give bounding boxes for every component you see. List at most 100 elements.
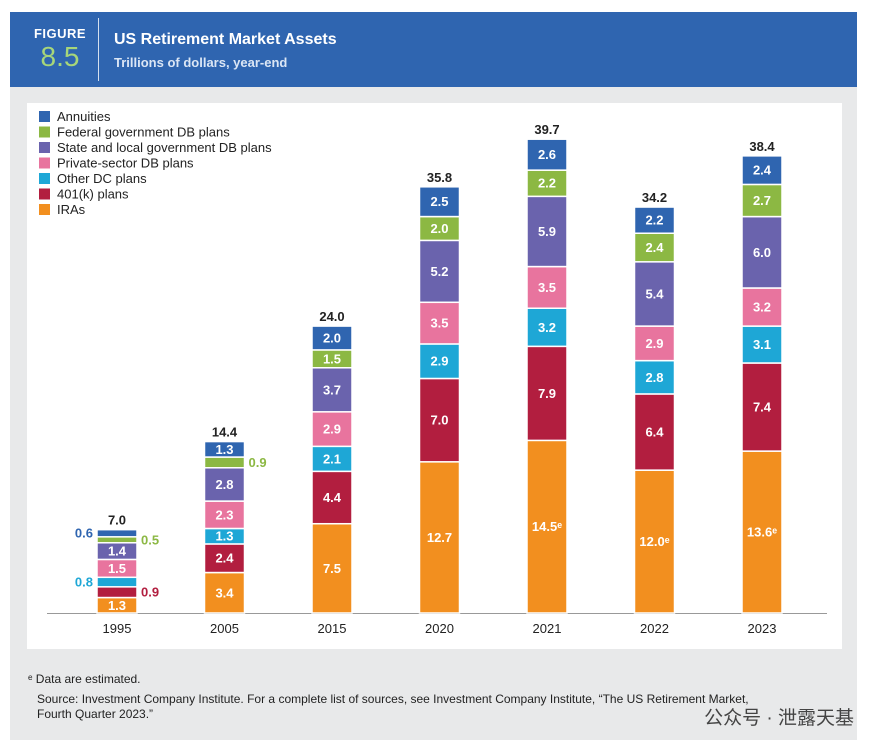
legend-swatch-private-sector-db-plans <box>39 157 50 169</box>
x-tick-label: 1995 <box>103 621 132 636</box>
data-label: 1.5 <box>323 351 341 366</box>
legend-swatch-federal-government-db-plans <box>39 126 50 138</box>
data-label: 13.6ᵉ <box>747 525 777 540</box>
data-label: 3.5 <box>430 316 448 331</box>
data-label: 2.0 <box>430 221 448 236</box>
legend-label-iras: IRAs <box>57 202 86 217</box>
total-label: 39.7 <box>534 122 559 137</box>
header-divider <box>98 18 99 81</box>
data-label: 2.3 <box>215 507 233 522</box>
bar-segment <box>96 528 138 538</box>
data-label: 3.2 <box>538 320 556 335</box>
bar-segment <box>311 411 353 448</box>
bar-segment <box>741 155 783 186</box>
data-label: 0.6 <box>75 526 93 541</box>
bar-segment <box>526 265 568 309</box>
total-label: 38.4 <box>749 139 775 154</box>
bar-segment <box>526 138 568 171</box>
data-label: 0.9 <box>141 585 159 600</box>
chart-title: US Retirement Market Assets <box>114 31 337 48</box>
data-label: 2.4 <box>753 163 772 178</box>
data-label: 5.4 <box>645 286 664 301</box>
data-label: 1.5 <box>108 561 126 576</box>
data-label: 3.4 <box>215 585 234 600</box>
data-label: 1.3 <box>215 442 233 457</box>
bar-segment <box>311 325 353 351</box>
data-label: 1.3 <box>108 598 126 613</box>
data-label: 3.5 <box>538 280 556 295</box>
total-label: 34.2 <box>642 190 667 205</box>
data-label: 5.2 <box>430 264 448 279</box>
legend-label-401-k-plans: 401(k) plans <box>57 187 129 202</box>
data-label: 14.5ᵉ <box>532 519 562 534</box>
bar-segment <box>418 377 461 463</box>
chart-area: Annuities Federal government DB plans Stat… <box>27 103 842 649</box>
data-label: 3.7 <box>323 382 341 397</box>
data-label: 2.1 <box>323 451 341 466</box>
legend-label-federal-government-db-plans: Federal government DB plans <box>57 125 230 140</box>
data-label: 3.1 <box>753 337 771 352</box>
data-label: 7.4 <box>753 400 772 415</box>
data-label: 2.8 <box>645 370 663 385</box>
data-label: 1.4 <box>108 544 127 559</box>
data-label: 4.4 <box>323 490 342 505</box>
bar-segment <box>741 287 783 327</box>
legend-swatch-annuities <box>39 111 50 122</box>
x-tick-label: 2015 <box>318 621 347 636</box>
total-label: 24.0 <box>319 309 344 324</box>
data-label: 5.9 <box>538 224 556 239</box>
bar-segment <box>311 470 353 525</box>
data-label: 3.2 <box>753 300 771 315</box>
bar-segment <box>96 586 138 599</box>
data-label: 12.0ᵉ <box>639 534 669 549</box>
data-label: 2.9 <box>645 336 663 351</box>
bar-segment <box>526 195 568 268</box>
bar-segment <box>633 359 676 395</box>
bar-segment <box>203 500 246 530</box>
bar-segment <box>633 206 676 234</box>
data-label: 2.0 <box>323 331 341 346</box>
total-label: 35.8 <box>427 170 452 185</box>
bar-segment <box>311 367 353 413</box>
bar-segment <box>418 239 461 304</box>
bar-segment <box>633 261 676 327</box>
bar-segment <box>203 456 246 469</box>
legend-label-private-sector-db-plans: Private-sector DB plans <box>57 156 194 171</box>
data-label: 0.5 <box>141 532 159 547</box>
legend-swatch-401-k-plans <box>39 188 50 200</box>
bar-segment <box>741 215 783 289</box>
total-label: 14.4 <box>212 425 238 440</box>
data-label: 1.3 <box>215 529 233 544</box>
bar-segment <box>96 576 138 588</box>
data-label: 2.2 <box>645 213 663 228</box>
watermark: 公众号 · 泄露天基 <box>704 708 854 729</box>
data-label: 2.4 <box>645 240 664 255</box>
figure-label: FIGURE <box>33 26 87 41</box>
source-line-1: Source: Investment Company Institute. Fo… <box>37 692 749 706</box>
bar-segment <box>526 307 568 348</box>
source-line-2: Fourth Quarter 2023.” <box>37 707 154 721</box>
bar-segment <box>418 186 461 218</box>
bar-segment <box>418 343 461 380</box>
data-label: 6.4 <box>645 425 664 440</box>
chart-subtitle: Trillions of dollars, year-end <box>114 55 288 70</box>
figure-number: 8.5 <box>40 41 80 72</box>
figure-badge: FIGURE 8.5 <box>24 26 96 73</box>
legend-label-other-dc-plans: Other DC plans <box>57 171 147 186</box>
legend-swatch-other-dc-plans <box>39 173 50 184</box>
x-tick-label: 2022 <box>640 621 669 636</box>
legend-swatch-iras <box>39 204 50 215</box>
bar-segment <box>311 522 353 614</box>
data-label: 0.9 <box>249 455 267 470</box>
bar-segment <box>741 362 783 452</box>
bar-segment <box>741 183 783 218</box>
x-tick-label: 2021 <box>533 621 562 636</box>
data-label: 2.2 <box>538 176 556 191</box>
x-tick-label: 2020 <box>425 621 454 636</box>
figure-header: FIGURE 8.5 US Retirement Market Assets T… <box>10 12 857 87</box>
data-label: 2.4 <box>215 551 234 566</box>
data-label: 2.9 <box>323 422 341 437</box>
data-label: 6.0 <box>753 245 771 260</box>
data-label: 7.0 <box>430 413 448 428</box>
